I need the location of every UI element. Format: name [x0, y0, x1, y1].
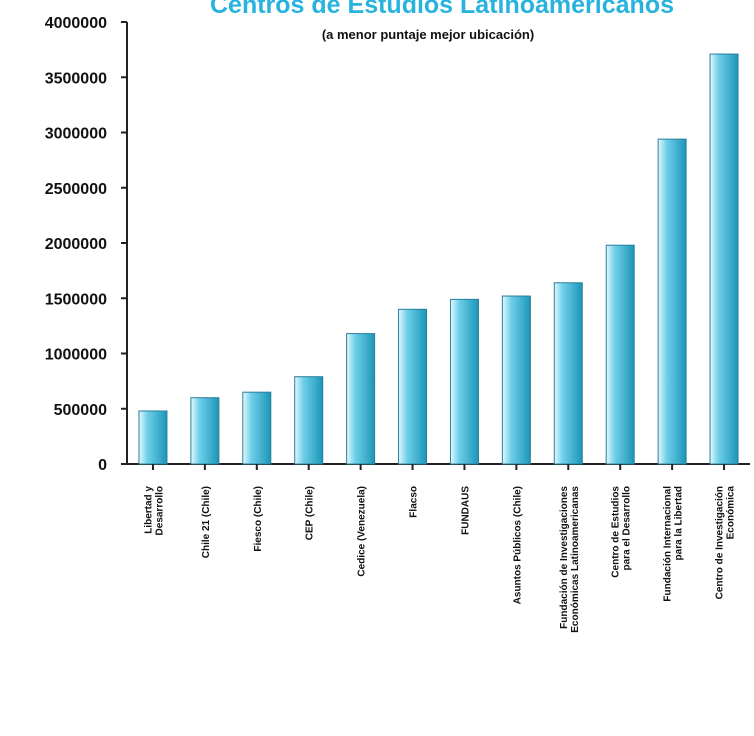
bar: [605, 244, 635, 465]
x-tick-label: Flacso: [409, 486, 420, 518]
bar: [553, 282, 583, 465]
bar: [501, 295, 531, 465]
y-tick-label: 2000000: [45, 236, 107, 253]
x-tick-label-line: Fundación de Investigaciones: [559, 486, 570, 629]
x-tick-label-line: CEP (Chile): [305, 486, 316, 540]
y-tick-label: 500000: [54, 402, 107, 419]
y-tick-label: 0: [98, 457, 107, 474]
x-tick-label: FUNDAUS: [460, 486, 471, 535]
bar: [138, 410, 168, 465]
x-tick-label-line: Desarrollo: [154, 486, 165, 535]
x-tick-label-line: para el Desarrollo: [622, 486, 633, 570]
y-tick-label: 3000000: [45, 126, 107, 143]
bar: [398, 308, 428, 465]
x-tick-label: Asuntos Públicos (Chile): [512, 486, 523, 604]
x-tick-label-line: Económicas Latinoamericanas: [570, 486, 581, 633]
y-tick-label: 4000000: [45, 15, 107, 32]
y-tick-label: 1500000: [45, 291, 107, 308]
x-tick-label: Fundación de Investigaciones Económicas L…: [559, 486, 581, 633]
x-tick-label: Fundación Internacional para la Libertad: [663, 486, 685, 602]
x-tick-label: Chile 21 (Chile): [201, 486, 212, 558]
x-tick-label-line: Chile 21 (Chile): [201, 486, 212, 558]
x-tick-label-line: Asuntos Públicos (Chile): [512, 486, 523, 604]
x-tick-label: Libertad y Desarrollo: [143, 486, 165, 536]
x-tick-label: CEP (Chile): [305, 486, 316, 540]
chart-subtitle: (a menor puntaje mejor ubicación): [322, 27, 534, 42]
x-tick-label-line: Centro de Estudios: [611, 486, 622, 578]
x-tick-label-line: Fundación Internacional: [663, 486, 674, 602]
x-tick-label-line: Cedice (Venezuela): [357, 486, 368, 577]
y-tick-label: 3500000: [45, 70, 107, 87]
x-tick-label-line: FUNDAUS: [460, 486, 471, 535]
x-tick-label: Centro de Investigación Económica: [715, 486, 737, 600]
x-tick-label-line: para la Libertad: [674, 486, 685, 560]
y-tick-label: 1000000: [45, 347, 107, 364]
bar: [242, 391, 272, 465]
x-tick-label-line: Centro de Investigación: [715, 486, 726, 599]
x-tick-label-line: Flacso: [409, 486, 420, 518]
bar: [709, 53, 739, 465]
bars-group: [138, 53, 739, 470]
bar: [657, 138, 687, 465]
bar: [294, 376, 324, 465]
bar: [190, 397, 220, 465]
x-axis-labels: Libertad y Desarrollo Chile 21 (Chile) Fies…: [143, 486, 736, 633]
y-axis: 0 500000 1000000 1500000 2000000 2500000 30000…: [45, 15, 750, 474]
x-tick-label-line: Libertad y: [143, 486, 154, 534]
x-tick-label-line: Fiesco (Chile): [253, 486, 264, 552]
x-tick-label-line: Económica: [726, 486, 737, 540]
x-tick-label: Centro de Estudios para el Desarrollo: [611, 486, 633, 578]
x-tick-label: Fiesco (Chile): [253, 486, 264, 552]
y-tick-label: 2500000: [45, 181, 107, 198]
chart-title: Centros de Estudios Latinoamericanos: [210, 0, 674, 19]
x-tick-label: Cedice (Venezuela): [357, 486, 368, 577]
bar: [449, 298, 479, 465]
bar: [346, 333, 376, 465]
